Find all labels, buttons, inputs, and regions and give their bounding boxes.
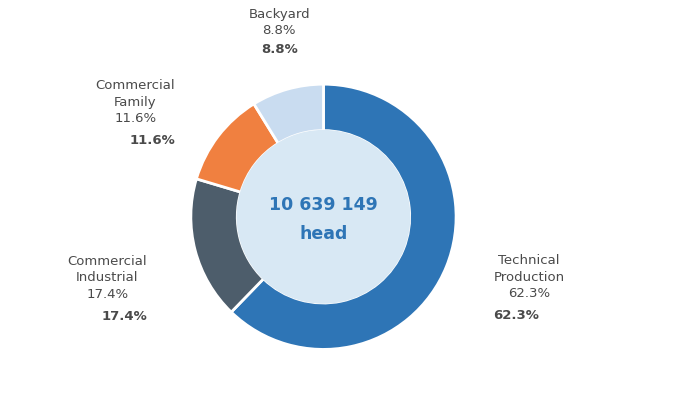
Text: Technical
Production
62.3%: Technical Production 62.3% — [494, 254, 564, 300]
Text: 17.4%: 17.4% — [102, 310, 147, 322]
Wedge shape — [254, 84, 323, 144]
Wedge shape — [231, 84, 456, 350]
Text: 10 639 149: 10 639 149 — [269, 196, 378, 214]
Text: 62.3%: 62.3% — [494, 310, 539, 322]
Wedge shape — [191, 179, 263, 312]
Text: Backyard
8.8%: Backyard 8.8% — [248, 8, 310, 37]
Text: head: head — [300, 225, 348, 243]
Wedge shape — [197, 104, 278, 192]
Text: 11.6%: 11.6% — [130, 134, 175, 147]
Circle shape — [237, 130, 410, 303]
Text: 8.8%: 8.8% — [261, 44, 298, 56]
Text: Commercial
Family
11.6%: Commercial Family 11.6% — [96, 80, 175, 126]
Text: Commercial
Industrial
17.4%: Commercial Industrial 17.4% — [67, 255, 147, 301]
